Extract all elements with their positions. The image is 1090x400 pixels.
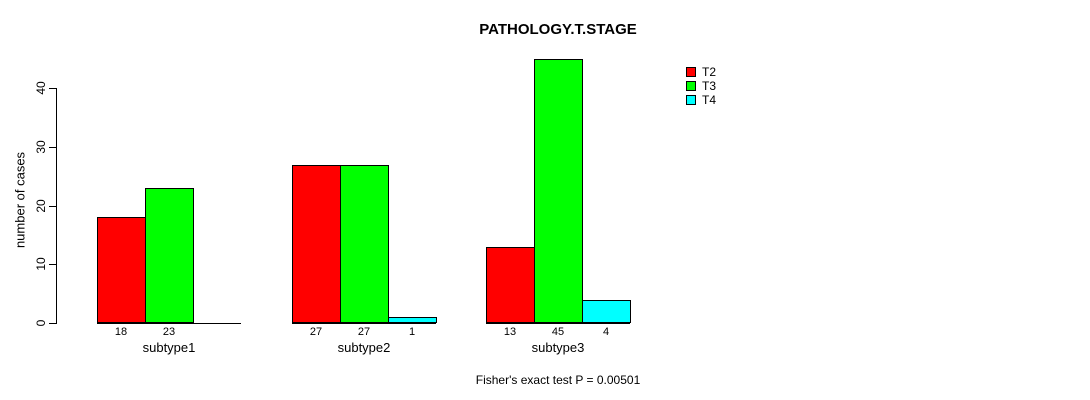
- bar-T2-subtype1: [97, 217, 146, 323]
- legend-label-T2: T2: [702, 65, 717, 79]
- legend-swatch-T3: [686, 81, 696, 91]
- bar-T3-subtype3: [534, 59, 583, 323]
- category-label-subtype3: subtype3: [531, 340, 585, 355]
- legend-swatch-T4: [686, 95, 696, 105]
- y-tick-label: 20: [34, 198, 48, 213]
- legend-label-T4: T4: [702, 93, 717, 107]
- value-label-T2-subtype1: 18: [114, 326, 128, 338]
- y-tick: [49, 88, 56, 90]
- category-label-subtype2: subtype2: [337, 340, 391, 355]
- category-label-subtype1: subtype1: [142, 340, 196, 355]
- legend-swatch-T2: [686, 67, 696, 77]
- x-baseline-subtype3: [486, 323, 630, 324]
- legend-item-T4: T4: [686, 93, 716, 107]
- bar-T2-subtype2: [292, 165, 341, 323]
- y-tick-label: 0: [34, 319, 48, 327]
- legend-item-T2: T2: [686, 65, 716, 79]
- bar-T4-subtype2: [388, 317, 437, 323]
- value-label-T3-subtype3: 45: [551, 326, 565, 338]
- bar-T3-subtype2: [340, 165, 389, 323]
- y-tick: [49, 205, 56, 207]
- value-label-T4-subtype2: 1: [408, 326, 416, 338]
- legend-item-T3: T3: [686, 79, 716, 93]
- y-tick-label: 30: [34, 140, 48, 154]
- y-tick: [49, 264, 56, 266]
- legend-label-T3: T3: [702, 79, 717, 93]
- y-tick: [49, 323, 56, 324]
- value-label-T2-subtype3: 13: [503, 326, 517, 338]
- chart-title: PATHOLOGY.T.STAGE: [479, 21, 637, 38]
- value-label-T2-subtype2: 27: [309, 326, 323, 338]
- y-tick-label: 10: [34, 257, 48, 271]
- x-baseline-subtype1: [97, 323, 241, 324]
- bar-T4-subtype3: [582, 300, 631, 323]
- bar-T2-subtype3: [486, 247, 535, 323]
- y-axis-line: [56, 88, 57, 324]
- value-label-T3-subtype1: 23: [162, 326, 176, 338]
- value-label-T3-subtype2: 27: [357, 326, 371, 338]
- legend: T2 T3 T4: [686, 65, 716, 107]
- value-label-T4-subtype3: 4: [602, 326, 610, 338]
- annotation-text: Fisher's exact test P = 0.00501: [475, 373, 641, 387]
- x-baseline-subtype2: [292, 323, 436, 324]
- y-tick: [49, 146, 56, 148]
- y-tick-label: 40: [34, 81, 48, 95]
- bar-T3-subtype1: [145, 188, 194, 323]
